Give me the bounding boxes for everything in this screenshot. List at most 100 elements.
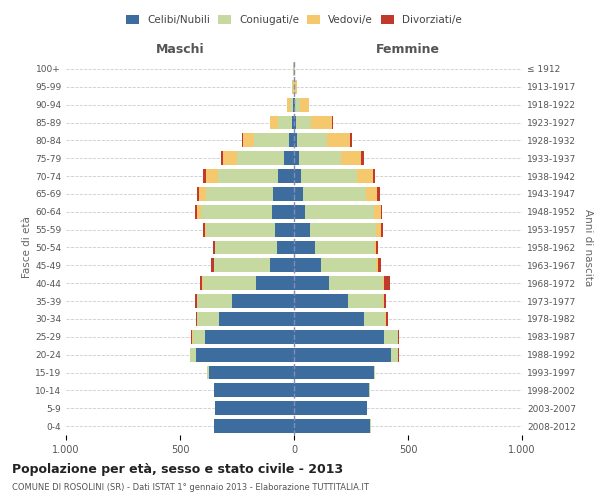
Bar bbox=[195, 294, 197, 308]
Bar bbox=[386, 312, 388, 326]
Bar bbox=[373, 169, 376, 183]
Bar bbox=[275, 222, 294, 236]
Bar bbox=[374, 366, 375, 380]
Bar bbox=[200, 276, 202, 290]
Bar bbox=[383, 276, 384, 290]
Bar bbox=[350, 134, 352, 147]
Bar bbox=[214, 384, 294, 398]
Bar bbox=[203, 222, 205, 236]
Bar bbox=[398, 330, 400, 344]
Bar bbox=[215, 401, 294, 415]
Bar bbox=[272, 205, 294, 219]
Bar bbox=[270, 116, 278, 130]
Bar bbox=[223, 151, 237, 165]
Y-axis label: Fasce di età: Fasce di età bbox=[22, 216, 32, 278]
Bar bbox=[311, 116, 332, 130]
Bar bbox=[332, 116, 333, 130]
Bar bbox=[374, 205, 380, 219]
Bar bbox=[219, 312, 294, 326]
Bar bbox=[294, 366, 374, 380]
Bar bbox=[294, 116, 296, 130]
Bar bbox=[193, 330, 205, 344]
Bar bbox=[294, 384, 369, 398]
Bar bbox=[294, 80, 295, 94]
Bar bbox=[195, 205, 197, 219]
Bar bbox=[378, 258, 382, 272]
Bar bbox=[383, 294, 386, 308]
Bar bbox=[218, 169, 278, 183]
Bar bbox=[303, 187, 366, 201]
Bar bbox=[294, 240, 314, 254]
Bar bbox=[294, 169, 301, 183]
Legend: Celibi/Nubili, Coniugati/e, Vedovi/e, Divorziati/e: Celibi/Nubili, Coniugati/e, Vedovi/e, Di… bbox=[124, 12, 464, 27]
Bar bbox=[298, 134, 327, 147]
Bar bbox=[329, 276, 383, 290]
Bar bbox=[294, 294, 347, 308]
Bar bbox=[211, 258, 214, 272]
Bar bbox=[214, 258, 270, 272]
Bar bbox=[294, 258, 322, 272]
Bar bbox=[197, 312, 219, 326]
Bar bbox=[301, 169, 356, 183]
Bar bbox=[242, 134, 254, 147]
Bar bbox=[294, 419, 370, 433]
Bar bbox=[294, 134, 298, 147]
Bar bbox=[200, 205, 272, 219]
Bar bbox=[356, 169, 373, 183]
Bar bbox=[295, 98, 300, 112]
Bar bbox=[314, 240, 374, 254]
Bar bbox=[190, 348, 196, 362]
Bar bbox=[290, 98, 293, 112]
Bar bbox=[294, 401, 367, 415]
Bar bbox=[232, 294, 294, 308]
Bar bbox=[289, 134, 294, 147]
Bar bbox=[203, 276, 256, 290]
Bar bbox=[305, 205, 374, 219]
Bar bbox=[299, 151, 341, 165]
Bar bbox=[294, 276, 329, 290]
Bar bbox=[213, 240, 215, 254]
Bar bbox=[277, 240, 294, 254]
Bar bbox=[376, 222, 380, 236]
Bar bbox=[294, 222, 310, 236]
Bar bbox=[284, 151, 294, 165]
Bar bbox=[215, 240, 277, 254]
Bar bbox=[294, 187, 303, 201]
Bar bbox=[300, 98, 309, 112]
Bar bbox=[278, 116, 292, 130]
Bar bbox=[208, 366, 209, 380]
Bar bbox=[341, 151, 361, 165]
Bar bbox=[376, 258, 378, 272]
Bar bbox=[196, 312, 197, 326]
Bar bbox=[191, 330, 193, 344]
Bar bbox=[197, 205, 200, 219]
Y-axis label: Anni di nascita: Anni di nascita bbox=[583, 209, 593, 286]
Text: Femmine: Femmine bbox=[376, 44, 440, 57]
Bar bbox=[294, 330, 384, 344]
Bar bbox=[310, 222, 376, 236]
Bar bbox=[384, 330, 398, 344]
Bar bbox=[296, 116, 311, 130]
Bar bbox=[221, 151, 223, 165]
Bar bbox=[205, 330, 294, 344]
Text: Popolazione per età, sesso e stato civile - 2013: Popolazione per età, sesso e stato civil… bbox=[12, 462, 343, 475]
Bar bbox=[374, 240, 376, 254]
Text: Maschi: Maschi bbox=[155, 44, 205, 57]
Bar bbox=[199, 187, 206, 201]
Bar bbox=[197, 187, 199, 201]
Bar bbox=[294, 151, 299, 165]
Bar bbox=[380, 205, 382, 219]
Bar bbox=[322, 258, 376, 272]
Bar bbox=[376, 240, 379, 254]
Bar bbox=[294, 348, 391, 362]
Bar bbox=[214, 419, 294, 433]
Bar bbox=[287, 98, 290, 112]
Bar bbox=[384, 276, 390, 290]
Bar bbox=[209, 366, 294, 380]
Bar bbox=[347, 294, 383, 308]
Bar bbox=[274, 187, 294, 201]
Bar bbox=[380, 222, 383, 236]
Bar bbox=[364, 312, 385, 326]
Bar bbox=[237, 151, 284, 165]
Bar bbox=[197, 294, 232, 308]
